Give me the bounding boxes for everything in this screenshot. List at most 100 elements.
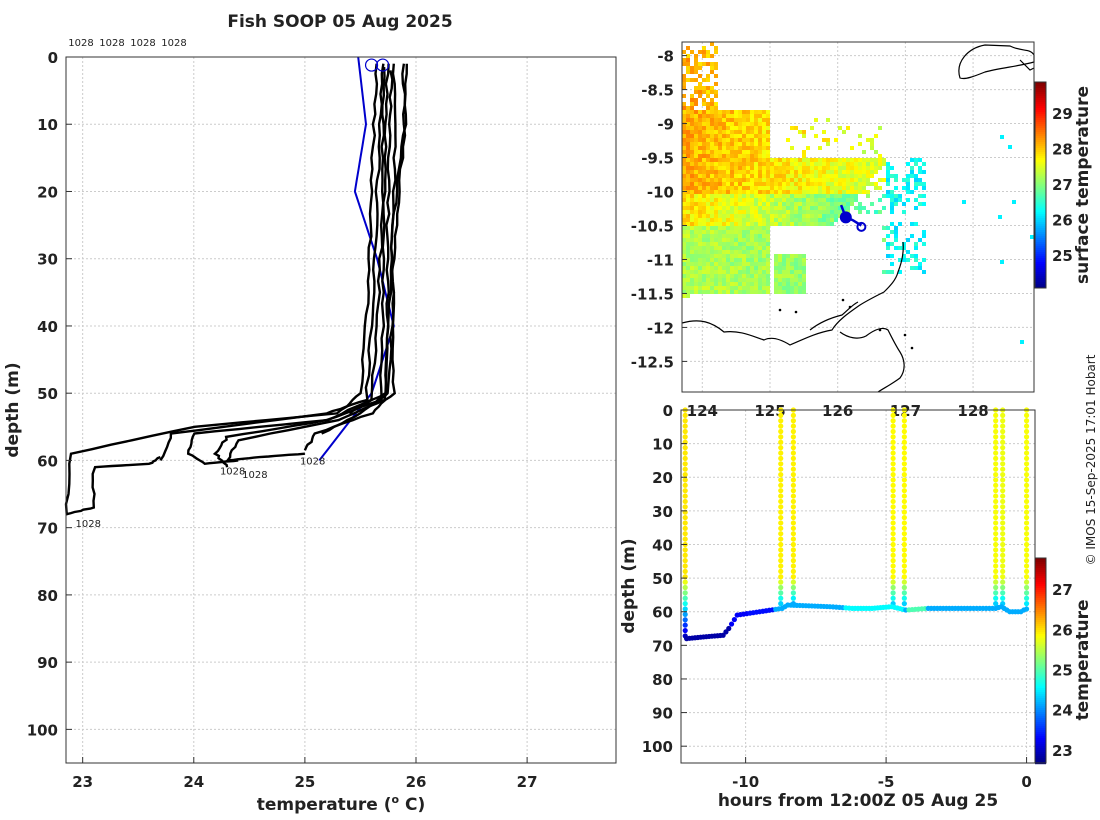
map-sst-cell xyxy=(890,198,894,202)
section-dot xyxy=(890,509,896,515)
map-sst-cell xyxy=(766,142,770,146)
map-sst-cell xyxy=(862,158,866,162)
map-colorbar-strip xyxy=(1035,132,1046,135)
section-colorbar-strip xyxy=(1035,604,1046,607)
map-sst-cell xyxy=(754,230,758,234)
map-sst-cell xyxy=(794,210,798,214)
map-sst-cell xyxy=(682,290,686,294)
map-sst-cell xyxy=(734,158,738,162)
map-sst-cell xyxy=(714,218,718,222)
map-sst-cell xyxy=(842,190,846,194)
map-sst-cell xyxy=(750,122,754,126)
section-colorbar-strip xyxy=(1035,714,1046,717)
map-sst-cell xyxy=(746,206,750,210)
map-sst-cell xyxy=(886,166,890,170)
map-sst-cell xyxy=(726,254,730,258)
map-sst-cell xyxy=(774,166,778,170)
map-sst-cell xyxy=(734,126,738,130)
map-sst-cell xyxy=(750,266,754,270)
map-sst-cell xyxy=(762,238,766,242)
section-dot xyxy=(993,584,999,591)
section-dot xyxy=(993,466,999,472)
map-sst-cell xyxy=(734,230,738,234)
map-sst-cell xyxy=(726,250,730,254)
map-sst-cell xyxy=(734,178,738,182)
map-sst-cell xyxy=(766,126,770,130)
map-sst-cell xyxy=(766,246,770,250)
map-sst-cell xyxy=(686,174,690,178)
map-sst-cell xyxy=(762,170,766,174)
map-sst-cell xyxy=(690,94,694,98)
map-sst-cell xyxy=(786,206,790,210)
section-dot xyxy=(778,536,784,542)
section-dot xyxy=(890,418,896,424)
map-sst-cell xyxy=(898,258,902,262)
map-sst-cell xyxy=(682,150,686,154)
map-sst-cell xyxy=(682,114,686,118)
map-sst-cell xyxy=(730,134,734,138)
map-sst-cell xyxy=(814,178,818,182)
map-sst-cell xyxy=(698,174,702,178)
map-sst-cell xyxy=(850,146,854,150)
map-sst-cell xyxy=(786,266,790,270)
map-sst-cell xyxy=(714,182,718,186)
map-sst-cell xyxy=(798,178,802,182)
map-sst-cell xyxy=(754,154,758,158)
map-sst-cell xyxy=(738,282,742,286)
map-sst-cell xyxy=(730,206,734,210)
map-sst-cell xyxy=(802,278,806,282)
map-sst-cell xyxy=(782,194,786,198)
map-sst-cell xyxy=(686,290,690,294)
map-sst-cell xyxy=(782,206,786,210)
section-colorbar-strip xyxy=(1035,724,1046,727)
map-sst-cell xyxy=(922,170,926,174)
map-sst-cell xyxy=(778,162,782,166)
map-colorbar-strip xyxy=(1035,238,1046,241)
map-sst-cell xyxy=(1012,200,1016,204)
map-sst-cell xyxy=(826,210,830,214)
section-dot xyxy=(682,525,688,531)
map-sst-cell xyxy=(682,230,686,234)
map-sst-cell xyxy=(874,134,878,138)
section-dot xyxy=(1000,434,1006,440)
map-sst-cell xyxy=(750,202,754,206)
map-sst-cell xyxy=(838,186,842,190)
map-sst-cell xyxy=(730,162,734,166)
map-sst-cell xyxy=(790,222,794,226)
map-sst-cell xyxy=(694,142,698,146)
map-sst-cell xyxy=(886,178,890,182)
map-grid xyxy=(682,42,1034,392)
map-sst-cell xyxy=(822,174,826,178)
map-sst-cell xyxy=(826,214,830,218)
section-dot xyxy=(890,536,896,542)
map-sst-cell xyxy=(710,162,714,166)
map-sst-cell xyxy=(858,174,862,178)
map-sst-cell xyxy=(838,194,842,198)
section-dot xyxy=(890,471,896,478)
map-sst-cell xyxy=(774,158,778,162)
map-sst-cell xyxy=(706,270,710,274)
map-sst-cell xyxy=(750,286,754,290)
map-sst-cell xyxy=(702,114,706,118)
map-sst-cell xyxy=(870,174,874,178)
map-sst-cell xyxy=(846,174,850,178)
map-sst-cell xyxy=(722,242,726,246)
map-sst-cell xyxy=(718,222,722,226)
section-dot xyxy=(1023,434,1030,440)
section-colorbar-strip xyxy=(1035,630,1046,633)
map-sst-cell xyxy=(766,290,770,294)
map-sst-cell xyxy=(898,270,902,274)
map-sst-cell xyxy=(766,174,770,178)
map-sst-cell xyxy=(826,178,830,182)
map-sst-cell xyxy=(710,186,714,190)
profile-ytick-label: 30 xyxy=(37,251,58,269)
section-dot xyxy=(993,418,999,424)
map-colorbar-strip xyxy=(1035,136,1046,139)
section-dot xyxy=(682,482,688,488)
map-sst-cell xyxy=(710,62,714,66)
map-sst-cell xyxy=(690,282,694,286)
section-colorbar-strip xyxy=(1035,608,1046,611)
map-sst-cell xyxy=(706,250,710,254)
map-sst-cell xyxy=(746,178,750,182)
map-sst-cell xyxy=(722,270,726,274)
